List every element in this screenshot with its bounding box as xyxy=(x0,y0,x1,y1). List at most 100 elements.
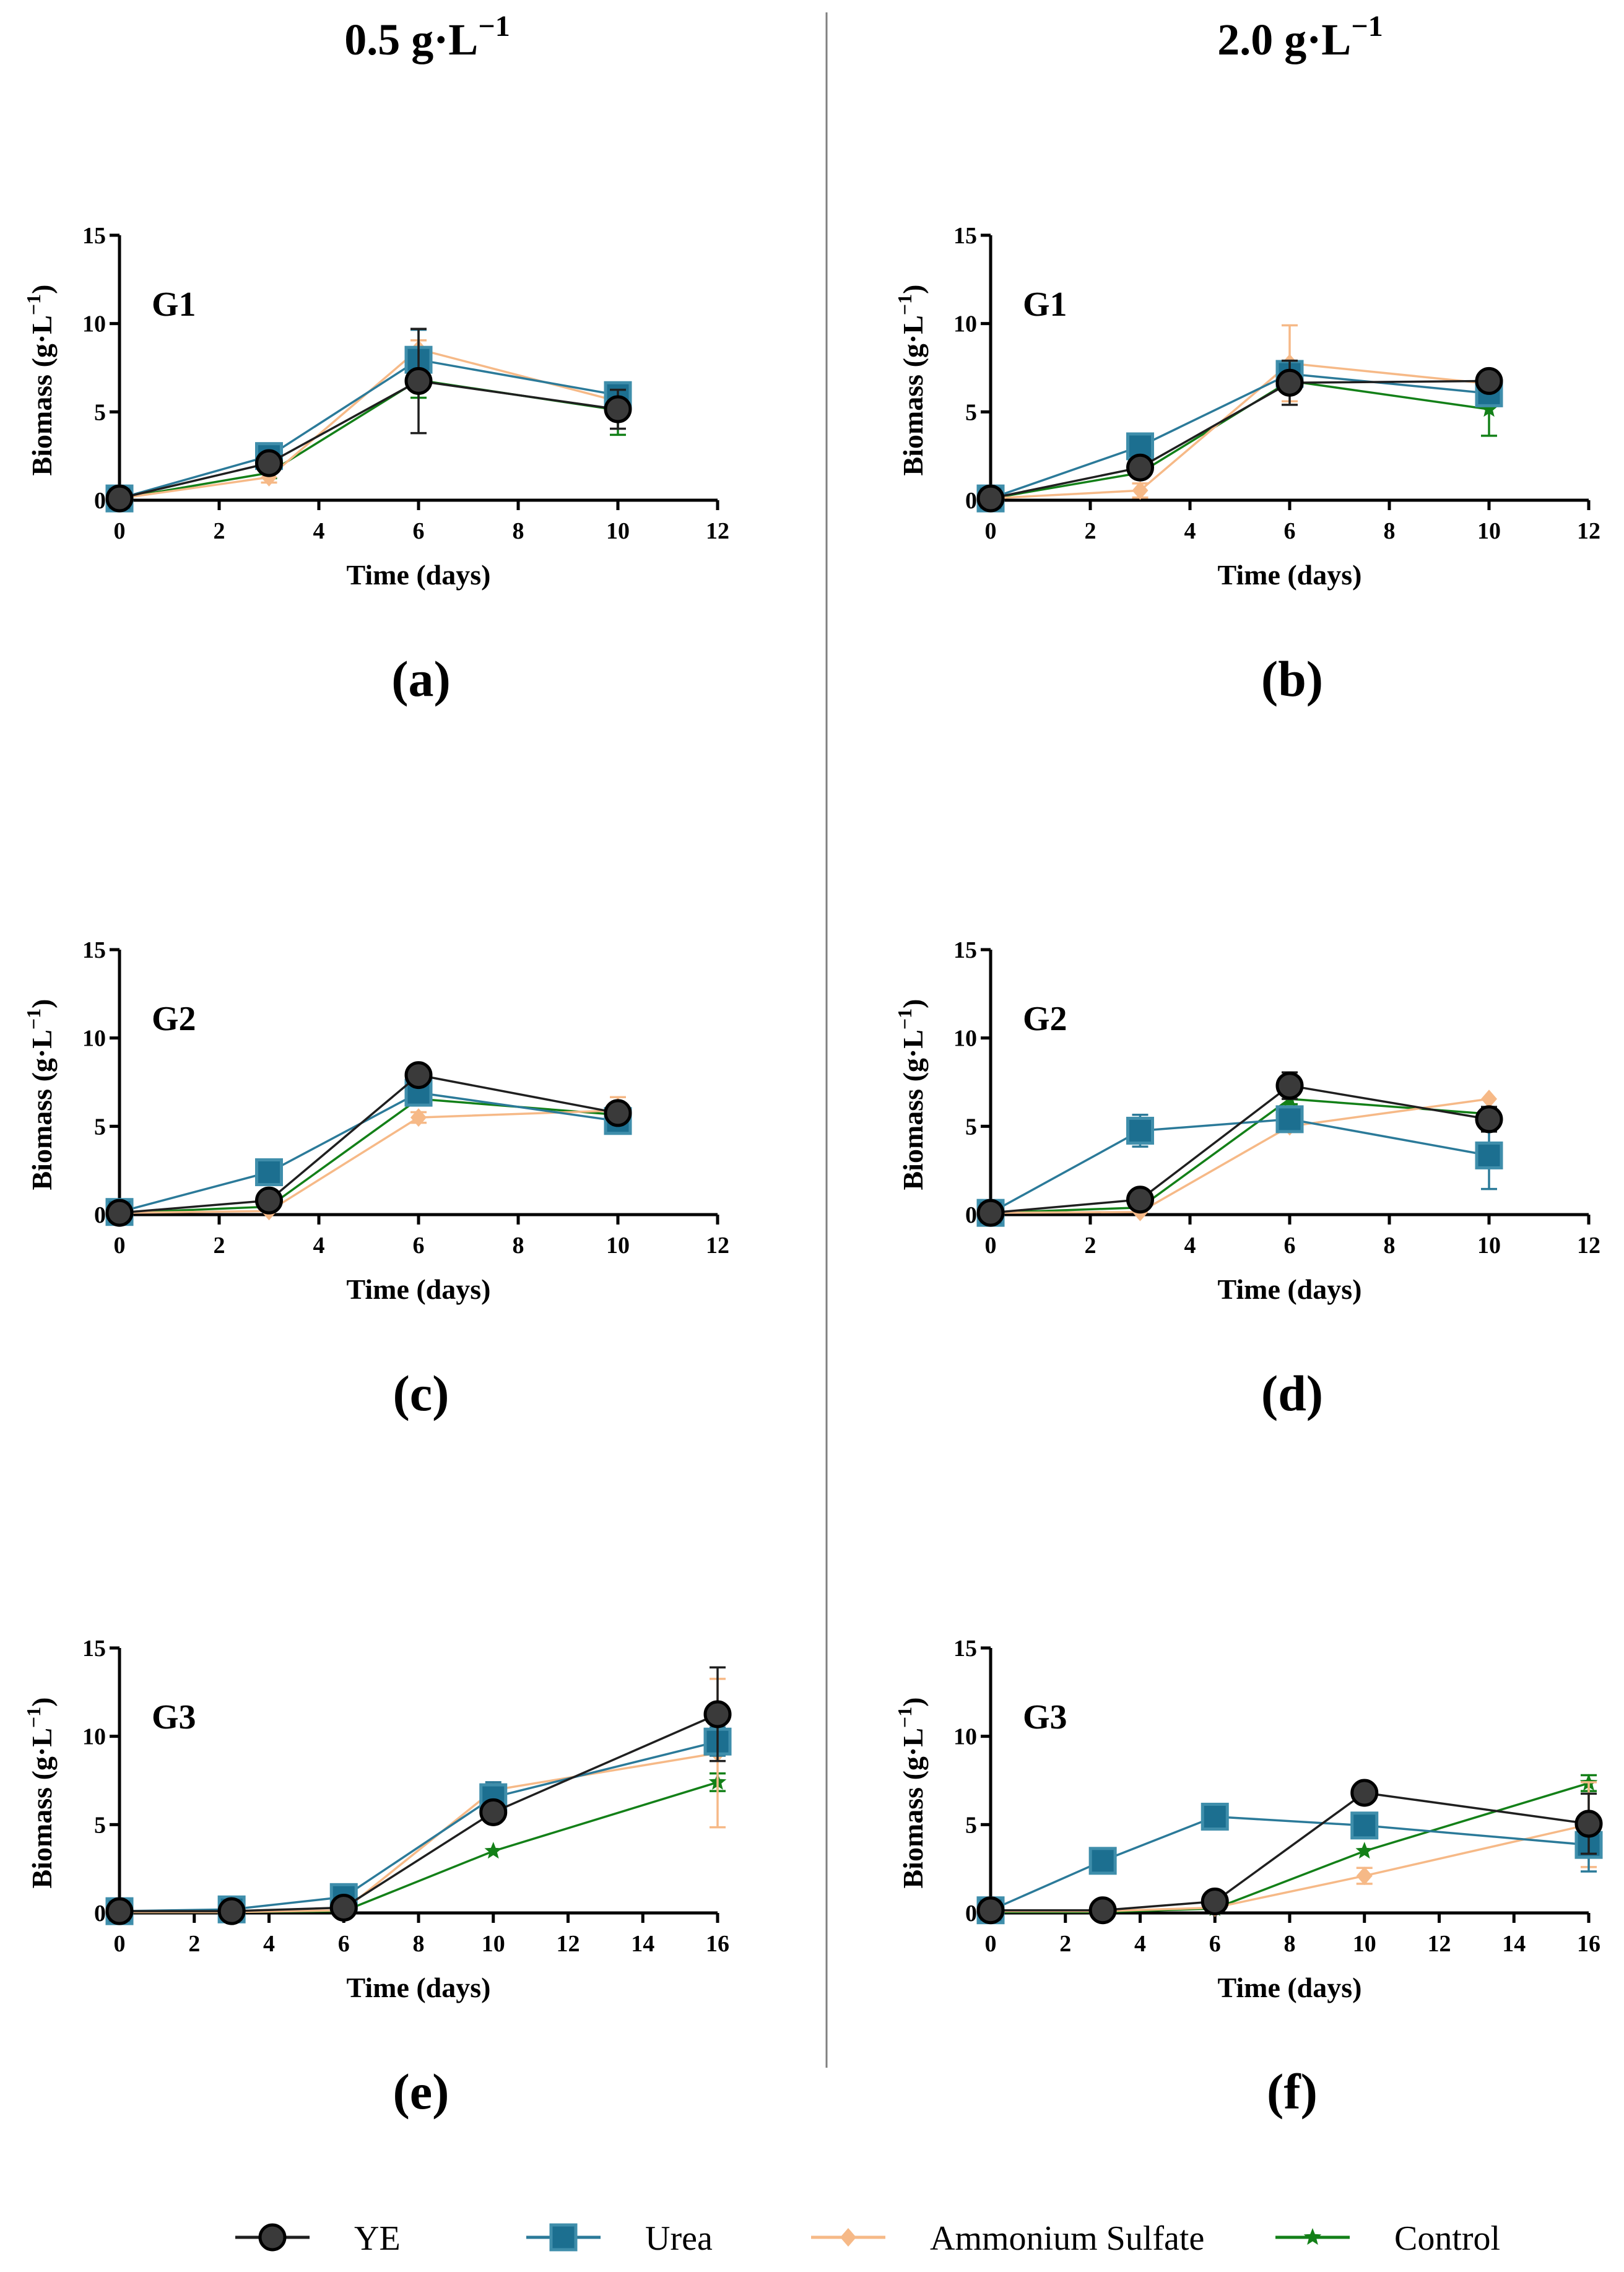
circle-marker-icon xyxy=(329,1893,358,1922)
x-tick-label: 0 xyxy=(114,1233,126,1259)
x-tick-label: 2 xyxy=(1085,518,1096,544)
chart-panel: 0 5 10 15 0 2 4 6 8 10 12 14 16 Time (days) Biomass (g… xyxy=(893,1636,1603,2120)
series-line xyxy=(990,1098,1490,1214)
chart-panel: 0 5 10 15 0 2 4 6 8 10 12 14 16 Time (days) Biomass (g… xyxy=(22,1636,732,2120)
data-point xyxy=(105,1897,134,1925)
y-axis-label-base: Biomass (g·L xyxy=(26,315,58,475)
circle-marker-icon xyxy=(105,1897,134,1925)
group-label: G3 xyxy=(152,1698,196,1737)
series-line xyxy=(990,373,1490,500)
x-tick-label: 8 xyxy=(1284,1931,1296,1957)
y-tick-label: 0 xyxy=(94,1202,106,1228)
x-tick-label: 2 xyxy=(188,1931,200,1957)
data-point xyxy=(1475,366,1503,395)
y-tick-label: 10 xyxy=(82,1026,106,1052)
series-control xyxy=(110,1090,627,1221)
series-line xyxy=(990,1118,1490,1214)
y-tick-label: 15 xyxy=(82,223,106,249)
y-axis-label-end: ) xyxy=(26,285,58,294)
x-tick-label: 14 xyxy=(631,1931,654,1957)
diamond-marker-icon xyxy=(1481,1090,1497,1109)
series-line xyxy=(990,379,1490,500)
circle-marker-icon xyxy=(255,449,283,477)
legend-label: YE xyxy=(354,2219,401,2258)
x-tick-label: 12 xyxy=(1577,1233,1600,1259)
data-point xyxy=(1275,1072,1304,1100)
data-point xyxy=(1355,1842,1373,1859)
circle-marker-icon xyxy=(604,1099,632,1127)
y-tick-label: 0 xyxy=(965,488,977,514)
data-point xyxy=(404,1061,433,1090)
circle-marker-icon xyxy=(1475,1105,1503,1134)
column-title-right: 2.0 g·L−1 xyxy=(1217,10,1383,64)
legend-item-ammonium-sulfate: Ammonium Sulfate xyxy=(811,2219,1204,2258)
x-tick-label: 8 xyxy=(413,1931,425,1957)
data-point xyxy=(1475,1105,1503,1134)
data-point xyxy=(1132,481,1149,500)
x-tick-label: 6 xyxy=(1284,1233,1296,1259)
data-point xyxy=(976,1199,1005,1227)
series-ye xyxy=(976,1071,1503,1227)
y-axis-label-end: ) xyxy=(26,999,58,1008)
data-point xyxy=(1088,1847,1117,1875)
data-point xyxy=(703,1700,732,1728)
series-line xyxy=(119,358,619,500)
y-axis-label: Biomass (g·L−1) xyxy=(22,285,58,476)
y-tick-label: 5 xyxy=(94,1114,106,1140)
x-tick-label: 16 xyxy=(1577,1931,1600,1957)
square-marker-icon xyxy=(1350,1811,1379,1840)
series-ye xyxy=(105,1666,732,1925)
x-tick-label: 10 xyxy=(482,1931,505,1957)
x-tick-label: 4 xyxy=(263,1931,275,1957)
x-axis-label: Time (days) xyxy=(1218,1972,1362,2003)
circle-marker-icon xyxy=(1126,1186,1154,1214)
series-urea xyxy=(105,1726,732,1925)
data-point xyxy=(255,1186,283,1215)
data-point xyxy=(255,449,283,477)
star-marker-icon xyxy=(1303,2228,1322,2245)
y-axis-label-sup: −1 xyxy=(22,1008,45,1030)
series-line xyxy=(990,1815,1589,1912)
y-tick-label: 0 xyxy=(965,1901,977,1927)
x-axis-label: Time (days) xyxy=(347,1273,491,1305)
y-tick-label: 15 xyxy=(953,223,977,249)
y-axis-label-base: Biomass (g·L xyxy=(26,1030,58,1190)
data-point xyxy=(1126,1186,1154,1214)
series-line xyxy=(990,362,1490,500)
x-tick-label: 4 xyxy=(1184,1233,1196,1259)
data-point xyxy=(1201,1887,1229,1915)
circle-marker-icon xyxy=(976,484,1005,513)
circle-marker-icon xyxy=(1574,1810,1603,1838)
data-point xyxy=(329,1893,358,1922)
square-marker-icon xyxy=(1201,1802,1229,1831)
y-tick-label: 10 xyxy=(82,1724,106,1750)
data-point xyxy=(604,1099,632,1127)
data-point xyxy=(1480,400,1498,417)
x-axis-label: Time (days) xyxy=(347,559,491,591)
y-tick-label: 5 xyxy=(965,1812,977,1838)
circle-marker-icon xyxy=(1201,1887,1229,1915)
panel-label: (c) xyxy=(393,1365,449,1421)
x-tick-label: 6 xyxy=(1209,1931,1221,1957)
x-tick-label: 10 xyxy=(606,518,630,544)
x-tick-label: 8 xyxy=(1384,518,1396,544)
circle-marker-icon xyxy=(105,484,134,513)
data-point xyxy=(479,1798,508,1826)
circle-marker-icon xyxy=(255,1186,283,1215)
circle-marker-icon xyxy=(1275,368,1304,397)
y-axis-label-base: Biomass (g·L xyxy=(897,315,929,475)
square-marker-icon xyxy=(255,1158,283,1187)
x-tick-label: 14 xyxy=(1502,1931,1526,1957)
y-axis-label-end: ) xyxy=(897,1697,929,1707)
circle-marker-icon xyxy=(404,1061,433,1090)
x-axis-label: Time (days) xyxy=(347,1972,491,2003)
series-ye xyxy=(976,359,1503,513)
data-point xyxy=(604,395,632,423)
circle-marker-icon xyxy=(976,1199,1005,1227)
diamond-marker-icon xyxy=(410,1108,427,1127)
series-line xyxy=(119,1109,619,1214)
x-tick-label: 6 xyxy=(413,1233,425,1259)
data-point xyxy=(1126,432,1154,461)
x-tick-label: 0 xyxy=(114,518,126,544)
